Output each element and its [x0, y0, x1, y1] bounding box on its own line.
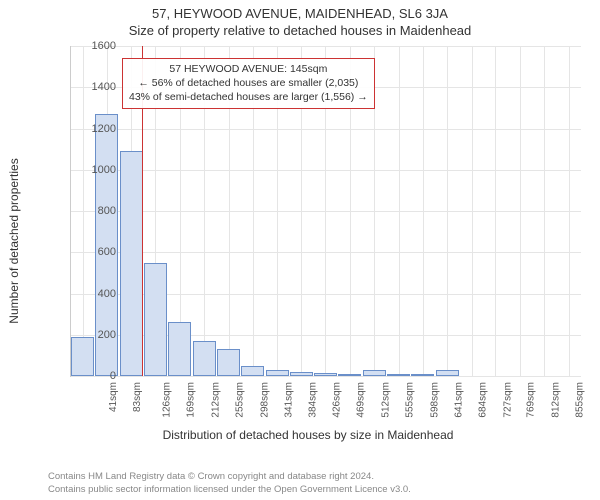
y-axis-label: Number of detached properties	[7, 158, 21, 323]
chart-area: Number of detached properties 57 HEYWOOD…	[28, 42, 588, 440]
info-line-2: ← 56% of detached houses are smaller (2,…	[129, 76, 368, 90]
y-tick-label: 1200	[80, 123, 116, 135]
histogram-bar	[193, 341, 216, 376]
histogram-bar	[168, 322, 191, 376]
histogram-bar	[436, 370, 459, 376]
histogram-bar	[241, 366, 264, 376]
x-tick-label: 812sqm	[550, 382, 561, 418]
x-tick-label: 426sqm	[332, 382, 343, 418]
histogram-bar	[290, 372, 313, 376]
footer-line-1: Contains HM Land Registry data © Crown c…	[48, 471, 411, 483]
gridline-v	[544, 46, 545, 376]
chart-container: 57, HEYWOOD AVENUE, MAIDENHEAD, SL6 3JA …	[0, 0, 600, 500]
x-tick-label: 598sqm	[429, 382, 440, 418]
histogram-bar	[411, 374, 434, 376]
y-tick-label: 1400	[80, 81, 116, 93]
x-tick-label: 727sqm	[502, 382, 513, 418]
info-line-1: 57 HEYWOOD AVENUE: 145sqm	[129, 62, 368, 76]
y-tick-label: 200	[80, 329, 116, 341]
x-tick-label: 83sqm	[132, 382, 143, 412]
chart-footer: Contains HM Land Registry data © Crown c…	[48, 471, 411, 496]
gridline-v	[399, 46, 400, 376]
histogram-bar	[363, 370, 386, 376]
histogram-bar	[217, 349, 240, 376]
histogram-bar	[387, 374, 410, 376]
x-tick-label: 298sqm	[259, 382, 270, 418]
y-tick-label: 0	[80, 370, 116, 382]
histogram-bar	[338, 374, 361, 376]
histogram-bar	[120, 151, 143, 376]
gridline-v	[472, 46, 473, 376]
x-tick-label: 641sqm	[453, 382, 464, 418]
chart-title-main: 57, HEYWOOD AVENUE, MAIDENHEAD, SL6 3JA	[0, 0, 600, 21]
gridline-v	[520, 46, 521, 376]
x-tick-label: 769sqm	[526, 382, 537, 418]
y-tick-label: 600	[80, 246, 116, 258]
histogram-bar	[266, 370, 289, 376]
x-tick-label: 512sqm	[380, 382, 391, 418]
chart-title-sub: Size of property relative to detached ho…	[0, 21, 600, 38]
x-tick-label: 555sqm	[405, 382, 416, 418]
gridline-v	[495, 46, 496, 376]
y-tick-label: 400	[80, 288, 116, 300]
x-tick-label: 41sqm	[108, 382, 119, 412]
x-tick-label: 341sqm	[283, 382, 294, 418]
x-tick-label: 212sqm	[210, 382, 221, 418]
marker-info-box: 57 HEYWOOD AVENUE: 145sqm ← 56% of detac…	[122, 58, 375, 109]
x-tick-label: 126sqm	[162, 382, 173, 418]
x-tick-label: 384sqm	[308, 382, 319, 418]
histogram-bar	[144, 263, 167, 376]
gridline-v	[447, 46, 448, 376]
gridline-v	[569, 46, 570, 376]
histogram-bar	[314, 373, 337, 376]
footer-line-2: Contains public sector information licen…	[48, 484, 411, 496]
y-tick-label: 1600	[80, 40, 116, 52]
x-tick-label: 855sqm	[575, 382, 586, 418]
x-tick-label: 684sqm	[478, 382, 489, 418]
y-tick-label: 1000	[80, 164, 116, 176]
gridline-h	[71, 376, 581, 377]
x-tick-label: 169sqm	[186, 382, 197, 418]
x-tick-label: 469sqm	[356, 382, 367, 418]
y-tick-label: 800	[80, 205, 116, 217]
x-tick-label: 255sqm	[235, 382, 246, 418]
plot-area: 57 HEYWOOD AVENUE: 145sqm ← 56% of detac…	[70, 46, 581, 377]
info-line-3: 43% of semi-detached houses are larger (…	[129, 90, 368, 104]
gridline-v	[423, 46, 424, 376]
x-axis-label: Distribution of detached houses by size …	[163, 428, 454, 442]
